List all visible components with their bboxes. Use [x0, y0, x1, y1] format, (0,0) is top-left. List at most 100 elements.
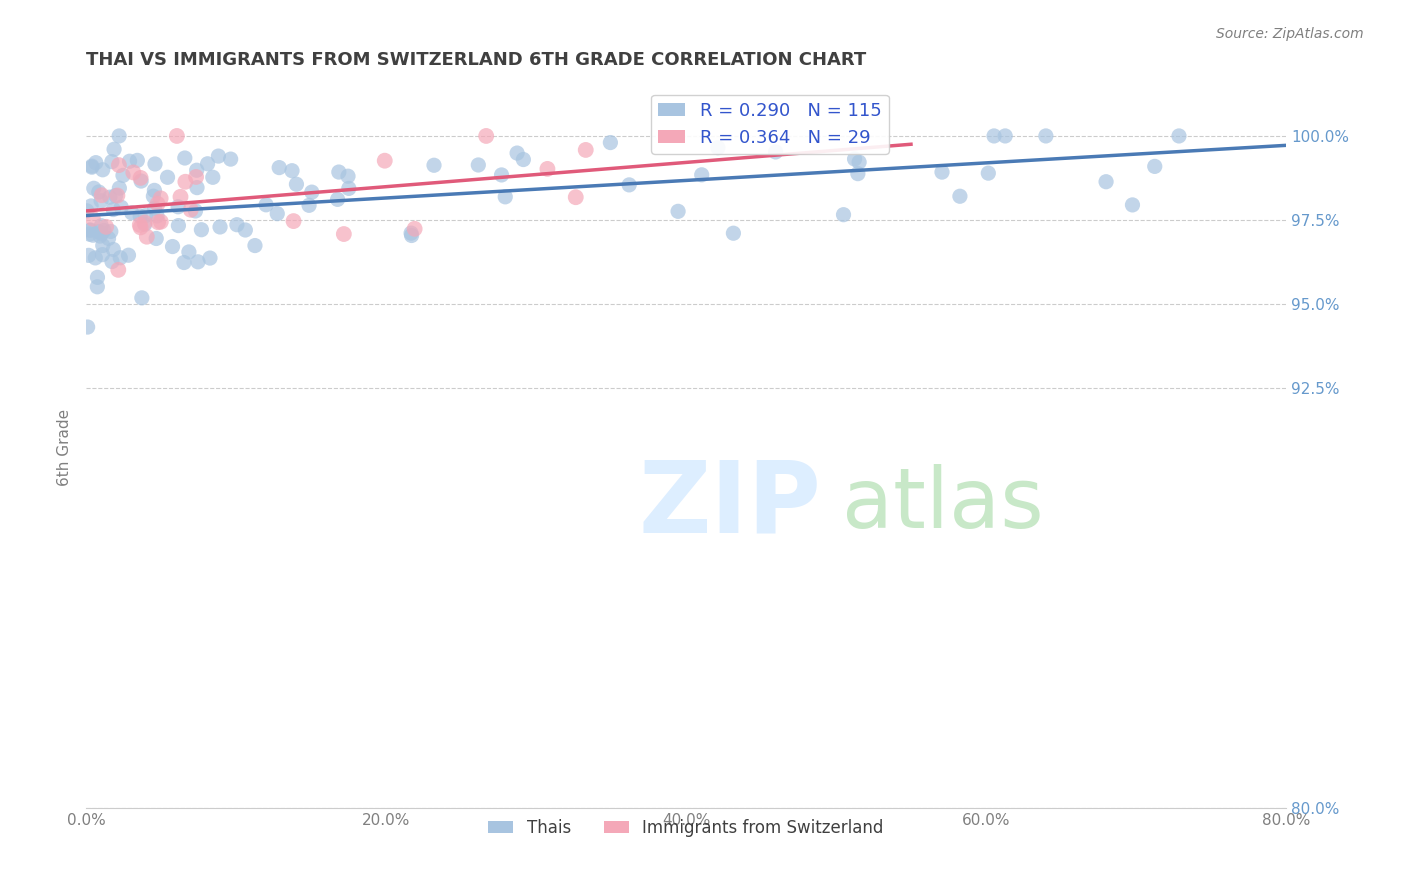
- Text: ZIP: ZIP: [638, 457, 821, 553]
- Point: [337, 169, 360, 184]
- Point: [76, 320, 98, 334]
- Point: [281, 163, 304, 178]
- Point: [617, 178, 640, 192]
- Point: [283, 214, 305, 228]
- Point: [235, 223, 257, 237]
- Point: [177, 244, 200, 259]
- Point: [110, 251, 132, 265]
- Point: [243, 238, 266, 252]
- Point: [1121, 198, 1143, 212]
- Point: [180, 202, 202, 217]
- Point: [575, 143, 598, 157]
- Point: [848, 155, 870, 169]
- Point: [80, 199, 103, 213]
- Point: [1035, 128, 1057, 143]
- Text: THAI VS IMMIGRANTS FROM SWITZERLAND 6TH GRADE CORRELATION CHART: THAI VS IMMIGRANTS FROM SWITZERLAND 6TH …: [86, 51, 866, 69]
- Point: [91, 162, 114, 177]
- Point: [167, 219, 190, 233]
- Point: [135, 229, 157, 244]
- Point: [285, 178, 308, 192]
- Point: [86, 280, 108, 294]
- Point: [87, 225, 110, 239]
- Point: [103, 202, 125, 217]
- Point: [91, 238, 114, 252]
- Y-axis label: 6th Grade: 6th Grade: [58, 409, 72, 485]
- Point: [94, 219, 117, 234]
- Point: [127, 153, 149, 168]
- Point: [80, 160, 103, 174]
- Point: [166, 128, 188, 143]
- Point: [98, 190, 121, 204]
- Point: [1143, 160, 1166, 174]
- Point: [399, 226, 422, 240]
- Point: [80, 159, 103, 173]
- Point: [107, 263, 129, 277]
- Point: [844, 152, 866, 166]
- Point: [129, 209, 152, 223]
- Point: [82, 228, 104, 243]
- Point: [977, 166, 1000, 180]
- Point: [90, 227, 112, 241]
- Text: atlas: atlas: [842, 465, 1043, 545]
- Point: [186, 163, 208, 178]
- Point: [494, 190, 516, 204]
- Point: [93, 223, 115, 237]
- Point: [994, 128, 1017, 143]
- Point: [326, 193, 349, 207]
- Point: [146, 197, 169, 211]
- Point: [198, 251, 221, 265]
- Point: [197, 157, 219, 171]
- Point: [690, 168, 713, 182]
- Point: [512, 153, 534, 167]
- Point: [374, 153, 396, 168]
- Point: [108, 181, 131, 195]
- Point: [143, 157, 166, 171]
- Point: [723, 226, 745, 240]
- Point: [254, 198, 277, 212]
- Point: [162, 239, 184, 253]
- Point: [149, 215, 172, 229]
- Point: [1095, 175, 1118, 189]
- Point: [79, 223, 101, 237]
- Point: [219, 152, 242, 166]
- Point: [146, 209, 169, 223]
- Point: [111, 169, 134, 183]
- Point: [90, 194, 112, 208]
- Point: [110, 200, 132, 214]
- Point: [90, 188, 112, 202]
- Point: [105, 188, 128, 202]
- Point: [128, 218, 150, 232]
- Point: [186, 180, 208, 194]
- Point: [79, 223, 101, 237]
- Point: [846, 167, 869, 181]
- Point: [506, 146, 529, 161]
- Point: [134, 218, 156, 232]
- Point: [118, 154, 141, 169]
- Point: [201, 170, 224, 185]
- Point: [301, 185, 323, 199]
- Point: [169, 190, 191, 204]
- Point: [1168, 128, 1191, 143]
- Point: [143, 202, 166, 216]
- Point: [134, 215, 156, 229]
- Point: [184, 204, 207, 219]
- Point: [79, 227, 101, 242]
- Point: [89, 229, 111, 244]
- Point: [337, 181, 360, 195]
- Point: [225, 218, 247, 232]
- Point: [167, 200, 190, 214]
- Point: [87, 185, 110, 199]
- Point: [149, 191, 172, 205]
- Point: [91, 247, 114, 261]
- Point: [266, 207, 288, 221]
- Point: [90, 219, 112, 233]
- Point: [536, 161, 558, 176]
- Point: [101, 254, 124, 268]
- Point: [423, 158, 446, 172]
- Point: [84, 251, 107, 265]
- Point: [467, 158, 489, 172]
- Point: [666, 204, 689, 219]
- Point: [143, 183, 166, 197]
- Point: [173, 151, 195, 165]
- Point: [84, 155, 107, 169]
